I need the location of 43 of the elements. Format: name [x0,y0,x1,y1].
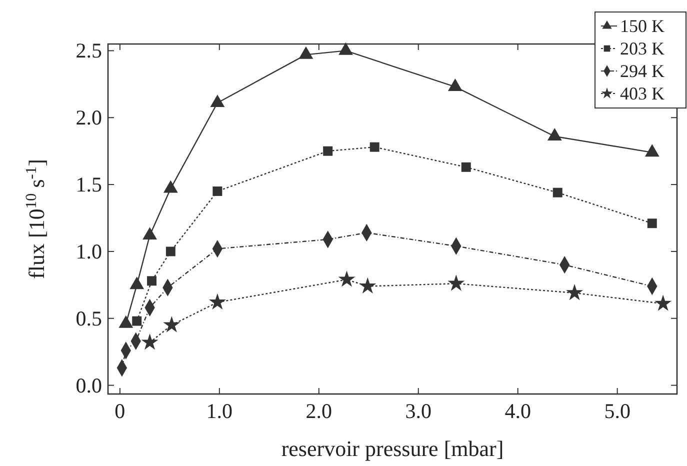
x-tick-label: 4.0 [504,399,531,423]
x-tick-label: 2.0 [306,399,332,423]
y-tick-label: 0.5 [76,306,102,330]
point [163,180,178,193]
x-tick-label: 5.0 [604,399,630,423]
point [142,227,157,240]
x-tick-label: 0 [114,399,126,423]
x-tick-label: 1.0 [206,399,233,423]
point [338,270,356,287]
legend-label: 294 K [620,61,664,81]
point [547,128,562,141]
point [141,334,158,350]
point [370,142,380,152]
point [323,146,333,156]
x-axis-title: reservoir pressure [mbar] [281,436,504,461]
point [166,246,176,256]
point [208,293,226,310]
point [210,94,225,108]
y-tick-label: 2.5 [76,38,102,63]
point [132,316,142,326]
point [298,46,314,59]
point [448,78,462,91]
y-tick-label: 0.0 [76,373,102,398]
point [147,276,157,286]
point [212,186,222,196]
point [448,274,465,291]
point [163,316,180,332]
legend-label: 203 K [620,38,664,58]
y-tick-label: 1.0 [76,239,102,264]
x-tick-label: 3.0 [405,399,432,423]
point [566,284,584,300]
legend-label: 403 K [620,84,664,104]
legend-label: 150 K [620,16,664,36]
point [461,162,471,172]
y-tick-label: 1.5 [76,172,102,197]
point [130,276,144,290]
y-tick-label: 2.0 [76,106,102,130]
point [644,144,660,157]
point [338,42,353,55]
point [552,188,562,198]
point [359,277,376,294]
point [654,294,672,311]
point [647,218,657,228]
